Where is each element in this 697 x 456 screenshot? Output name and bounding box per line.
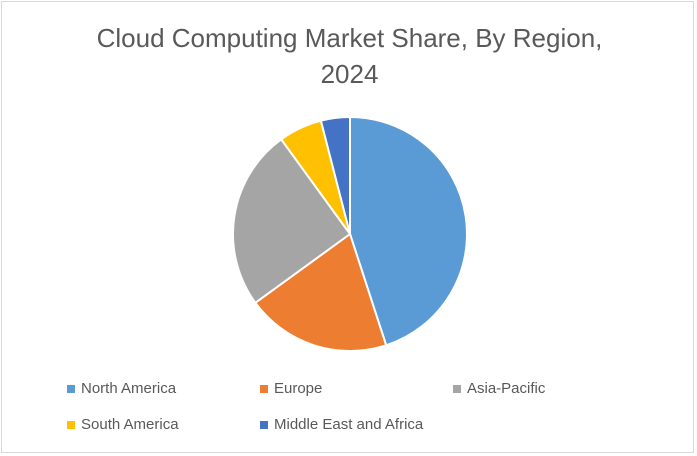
legend-label-south-america: South America xyxy=(81,416,179,433)
legend-label-europe: Europe xyxy=(274,380,323,397)
legend-label-asia-pacific: Asia-Pacific xyxy=(467,380,546,397)
chart-title: Cloud Computing Market Share, By Region,… xyxy=(2,20,697,92)
pie-slice-asia-pacific xyxy=(232,137,352,305)
chart-title-line-2: 2024 xyxy=(320,59,379,89)
chart-title-line-1: Cloud Computing Market Share, By Region, xyxy=(96,23,603,53)
legend-label-north-america: North America xyxy=(81,380,177,397)
legend-swatch-north-america xyxy=(67,384,75,393)
legend-item-south-america: South America xyxy=(67,416,179,433)
pie-slice-north-america xyxy=(349,115,468,347)
legend-item-middle-east-and-africa: Middle East and Africa xyxy=(260,416,423,433)
legend-item-asia-pacific: Asia-Pacific xyxy=(453,380,545,397)
legend-label-middle-east-and-africa: Middle East and Africa xyxy=(274,416,424,433)
legend-swatch-middle-east-and-africa xyxy=(260,420,268,429)
legend-item-north-america: North America xyxy=(67,380,176,397)
legend-swatch-south-america xyxy=(67,420,75,429)
pie-slice-middle-east-and-africa xyxy=(319,115,351,235)
legend-swatch-asia-pacific xyxy=(453,384,461,393)
legend-swatch-europe xyxy=(260,384,268,393)
legend-item-europe: Europe xyxy=(260,380,322,397)
pie-slice-europe xyxy=(253,232,388,352)
